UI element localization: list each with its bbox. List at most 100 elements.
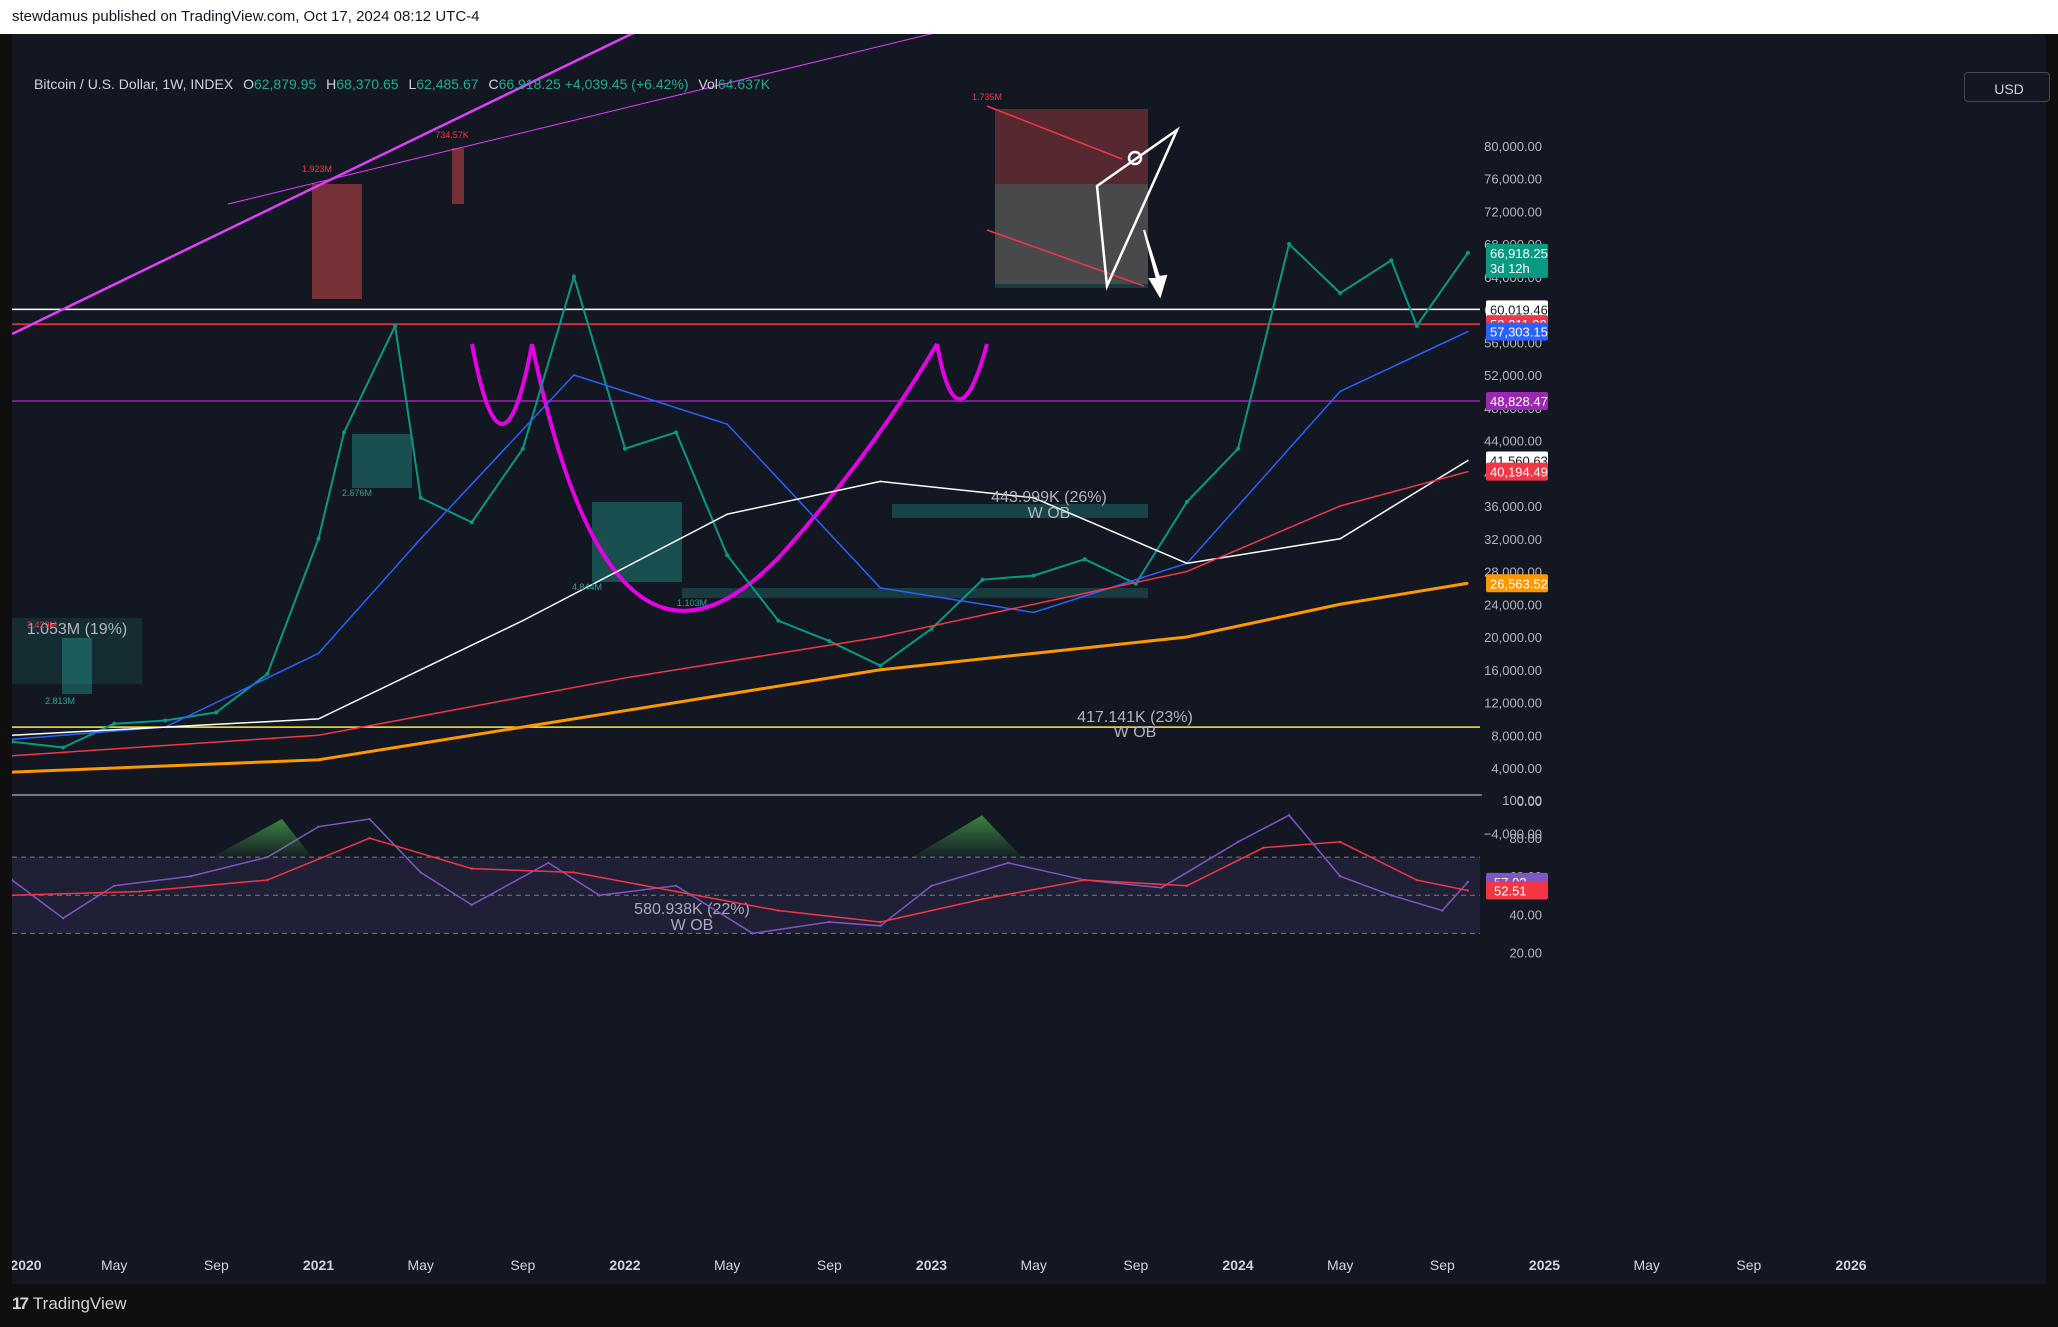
series-1-point-2 [317,652,320,655]
ob-zone-2023-mid [892,504,1148,518]
currency-selector-button[interactable]: USD [1964,72,2050,102]
price-tick-14: 24,000.00 [1484,597,1542,612]
series-0-point-17 [827,639,832,644]
series-1-point-5 [726,423,728,425]
rsi-0-point-22 [1390,894,1393,897]
price-tick-7: 52,000.00 [1484,368,1542,383]
series-1-point-10 [1467,330,1469,333]
change-value: +4,039.45 (+6.42%) [564,76,689,92]
rsi-tick-4: 20.00 [1509,945,1542,960]
rsi-0-point-19 [1236,840,1240,844]
close-value: 66,918.25 [498,76,561,92]
series-0-point-15 [725,553,730,558]
price-tick-1: 76,000.00 [1484,172,1542,187]
series-1-point-9 [1339,390,1341,393]
high-value: 68,370.65 [336,76,399,92]
series-0-point-26 [1287,242,1292,246]
series-3-point-4 [1032,603,1035,606]
time-tick-9: 2023 [916,1257,947,1273]
rsi-1-point-6 [674,890,678,893]
rsi-1-point-11 [1185,884,1189,887]
series-0-point-25 [1236,446,1240,451]
rsi-0-point-11 [674,884,678,887]
annotation-5: 417.141K (23%) [1077,709,1193,726]
rsi-1-point-9 [981,897,984,901]
rsi-tag-bg-1 [1486,881,1548,900]
rsi-0-point-21 [1338,875,1342,878]
series-3-point-2 [624,677,626,679]
annotation-8: 734.57K [435,130,469,140]
chart-frame[interactable]: 1.053M (19%) 580.938K (22%) W OB 443.999K (… [12,34,2050,1284]
annotation-2: W OB [671,917,714,934]
series-0-point-8 [393,323,398,328]
series-0-point-18 [878,663,883,668]
series-0-point-21 [1031,573,1036,578]
series-0-point-10 [469,520,474,525]
legend: Bitcoin / U.S. Dollar, 1W, INDEX O62,879… [34,76,771,92]
ob-zone-2024-range [995,184,1148,288]
rsi-1-point-12 [1262,846,1265,849]
rsi-0-point-20 [1287,814,1291,817]
price-tick-19: 4,000.00 [1491,761,1542,776]
series-0-point-29 [1414,323,1419,328]
rsi-line-1 [12,837,1469,923]
symbol-title[interactable]: Bitcoin / U.S. Dollar, 1W, INDEX [34,76,234,92]
ob-zone-2022 [592,502,682,582]
rsi-tick-1: 80.00 [1509,831,1542,846]
tradingview-logo[interactable]: 17 TradingView [12,1294,127,1313]
series-2-point-7 [1339,537,1341,540]
rsi-1-point-15 [1466,889,1470,892]
price-tick-17: 12,000.00 [1484,696,1542,711]
annotation-10: 2.676M [342,488,372,498]
series-0-point-22 [1082,557,1087,562]
rsi-tick-0: 100.00 [1502,793,1542,808]
axes: 80,000.0076,000.0072,000.0068,000.0064,0… [12,139,1867,1273]
series-line-4 [12,581,1469,774]
price-tag-bg-4 [1486,391,1548,410]
series-3-point-1 [317,734,320,737]
rsi-overbought-fill-2021 [212,819,312,858]
series-0-point-1 [61,745,66,750]
price-tick-18: 8,000.00 [1491,728,1542,743]
series-3-point-5 [1186,570,1188,573]
handle-curve [935,343,989,401]
rsi-0-point-16 [1006,861,1010,865]
series-3-point-0 [12,754,13,757]
price-tick-12: 32,000.00 [1484,532,1542,547]
time-tick-10: May [1020,1257,1046,1273]
annotation-7: 1.923M [302,164,332,174]
rsi-0-point-23 [1441,909,1444,912]
series-3-point-3 [879,636,882,638]
down-arrow-icon [1143,229,1168,299]
series-2-point-1 [317,718,320,720]
cup-and-handle-curve [470,342,939,613]
price-tick-20: 0.00 [1517,794,1542,809]
series-0-point-19 [929,626,934,631]
series-2-point-3 [726,513,728,515]
rsi-1-point-2 [266,878,269,882]
series-0-point-20 [980,577,985,582]
ob-zone-2021-top [312,184,362,299]
time-tick-1: May [101,1257,127,1273]
series-4-point-6 [1339,603,1341,606]
rsi-0-point-10 [598,894,601,897]
open-value: 62,879.95 [253,76,317,92]
rsi-0-point-6 [368,817,371,821]
rsi-1-point-5 [572,871,576,874]
price-tag-0: 66,918.25 [1490,246,1548,261]
price-tick-0: 80,000.00 [1484,139,1542,154]
price-tick-9: 44,000.00 [1484,434,1542,449]
series-1-point-4 [573,374,575,376]
rsi-0-point-12 [751,932,754,935]
series-0-point-11 [520,446,525,451]
series-4-point-1 [317,759,320,761]
rsi-pane[interactable] [12,794,1482,935]
rsi-0-point-7 [419,871,422,874]
series-3-point-6 [1339,505,1341,507]
series-0-point-5 [265,671,270,676]
rsi-0-point-9 [547,861,550,865]
series-0-point-12 [571,274,576,279]
annotation-6: W OB [1114,724,1157,741]
